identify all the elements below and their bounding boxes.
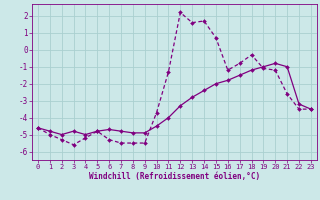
X-axis label: Windchill (Refroidissement éolien,°C): Windchill (Refroidissement éolien,°C) xyxy=(89,172,260,181)
